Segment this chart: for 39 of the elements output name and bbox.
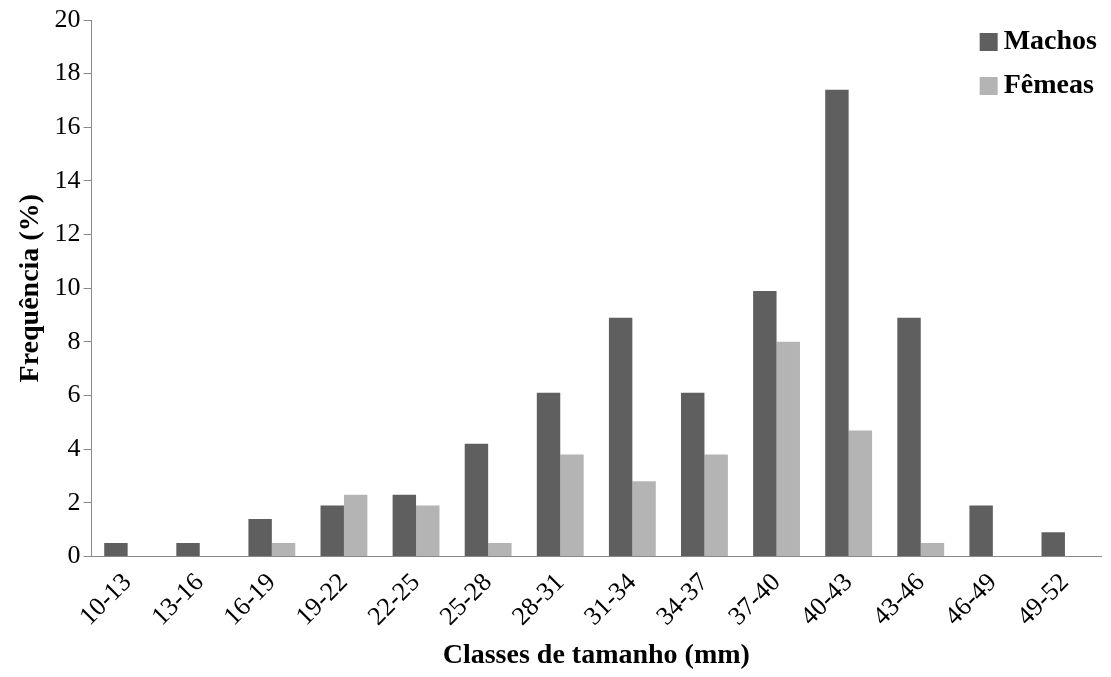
- y-tick-label: 12: [54, 218, 81, 248]
- bar: [104, 543, 128, 556]
- y-tick-label: 14: [54, 164, 81, 194]
- bar: [392, 494, 417, 556]
- y-tick-label: 20: [54, 3, 81, 33]
- bar: [536, 392, 561, 556]
- y-tick-label: 2: [67, 486, 81, 516]
- bar: [681, 392, 705, 556]
- bar: [632, 481, 656, 556]
- bar: [848, 430, 873, 556]
- bar: [920, 543, 945, 556]
- bar: [608, 317, 633, 556]
- bar: [1041, 532, 1065, 556]
- bar: [776, 341, 800, 556]
- y-tick-label: 4: [67, 432, 81, 462]
- bar: [704, 454, 728, 556]
- y-tick-label: 10: [54, 272, 81, 302]
- y-axis-title: Frequência (%): [13, 194, 45, 383]
- bar: [969, 505, 993, 556]
- bar: [271, 543, 296, 556]
- bar: [464, 443, 489, 556]
- y-tick-label: 0: [67, 540, 81, 570]
- bar: [488, 543, 512, 556]
- bar: [897, 317, 921, 556]
- y-tick-label: 8: [67, 325, 81, 355]
- legend-label: Fêmeas: [1003, 68, 1094, 100]
- bar: [320, 505, 344, 556]
- y-tick-label: 18: [54, 57, 81, 87]
- bar: [560, 454, 584, 556]
- bar: [248, 518, 272, 556]
- y-tick-label: 16: [54, 111, 81, 141]
- bar: [825, 89, 849, 556]
- x-axis-title: Classes de tamanho (mm): [442, 638, 750, 670]
- bar: [753, 290, 777, 556]
- legend-label: Machos: [1003, 24, 1098, 56]
- bar: [343, 494, 368, 556]
- bar: [176, 543, 200, 556]
- y-tick-label: 6: [67, 379, 81, 409]
- bar: [416, 505, 440, 556]
